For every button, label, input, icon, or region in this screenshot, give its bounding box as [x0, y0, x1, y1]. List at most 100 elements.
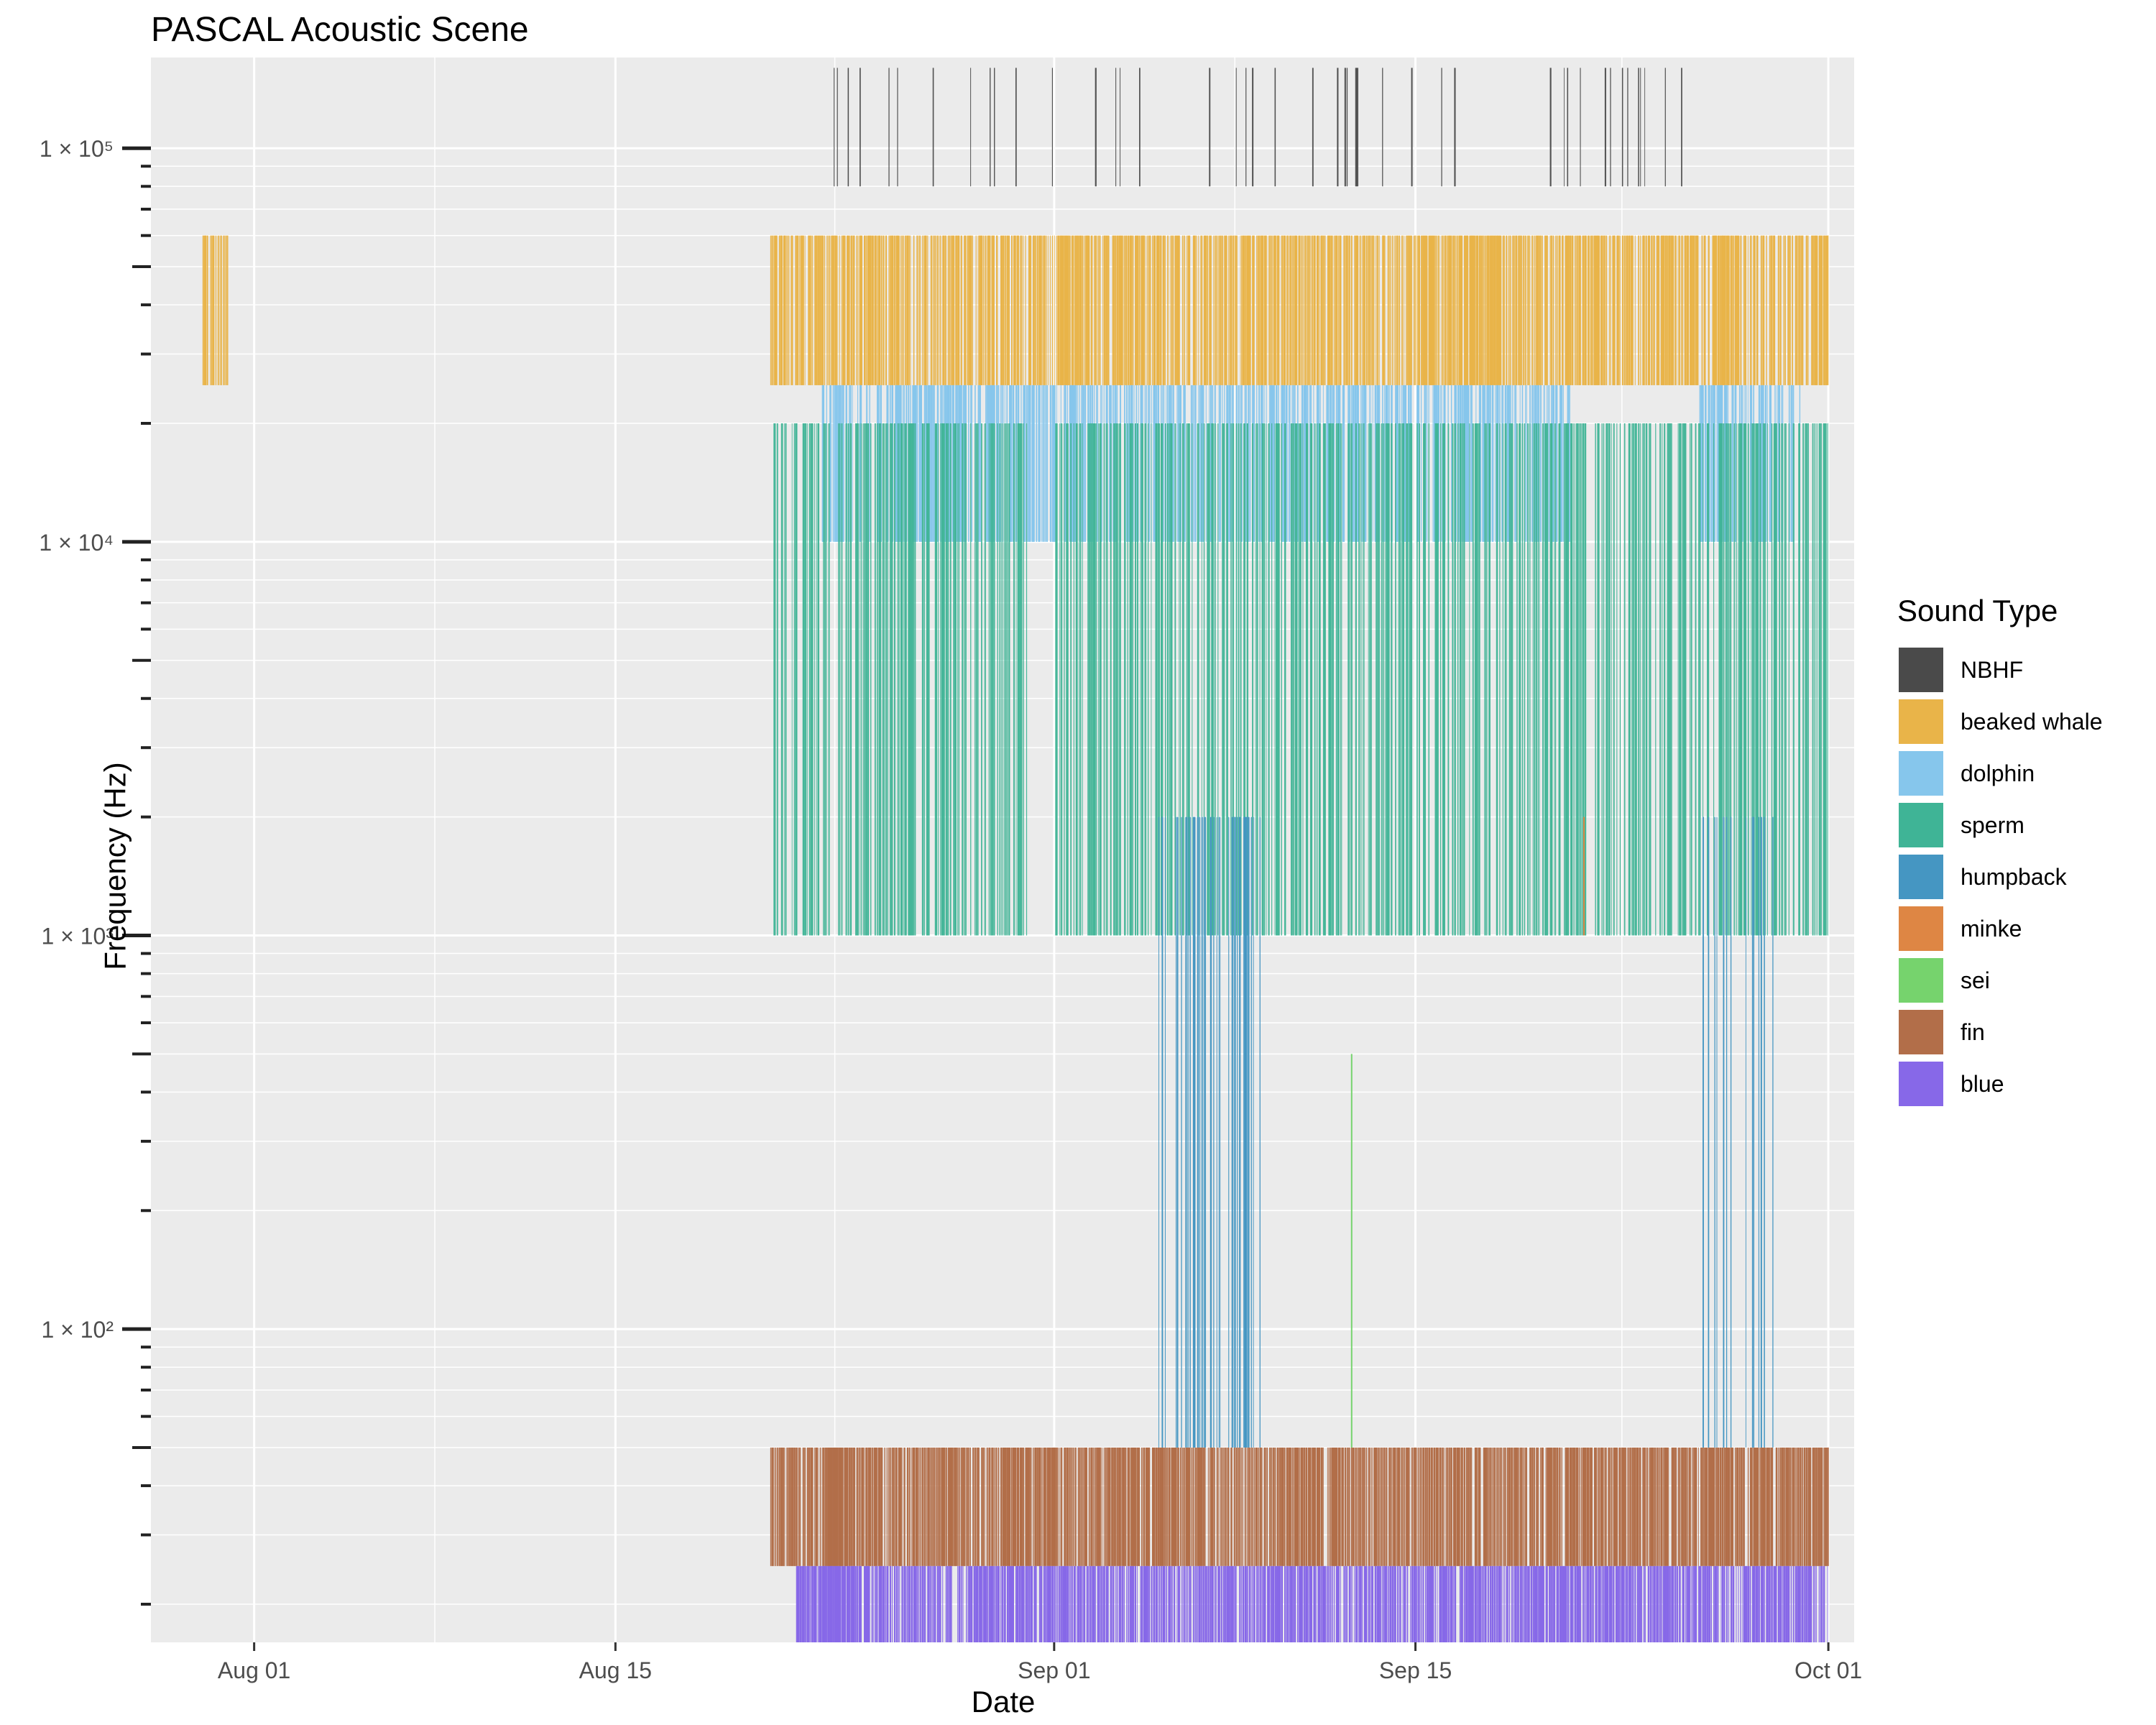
detection-bar — [1386, 1565, 1388, 1642]
detection-bar — [1610, 1447, 1611, 1566]
detection-bar — [1248, 816, 1249, 1448]
detection-bar — [1503, 235, 1505, 385]
detection-bar — [1263, 1447, 1266, 1566]
detection-bar — [1095, 235, 1097, 385]
detection-bar — [1371, 235, 1373, 385]
detection-bar — [1701, 385, 1703, 542]
detection-bar — [1690, 1447, 1691, 1566]
detection-bar — [1462, 423, 1464, 936]
detection-bar — [1434, 423, 1437, 936]
detection-bar — [1382, 68, 1383, 187]
detection-bar — [780, 423, 783, 936]
detection-bar — [1356, 68, 1358, 187]
detection-bar — [1826, 1447, 1828, 1566]
detection-bar — [1354, 1447, 1355, 1566]
legend-item: minke — [1897, 903, 2142, 954]
detection-bar — [1655, 1447, 1657, 1566]
detection-bar — [1489, 423, 1491, 936]
detection-bar — [910, 1565, 911, 1642]
detection-bar — [1311, 423, 1313, 936]
detection-bar — [1476, 423, 1478, 936]
detection-bar — [1068, 235, 1069, 385]
detection-bar — [1800, 235, 1802, 385]
detection-bar — [1225, 1447, 1227, 1566]
detection-bar — [1373, 1447, 1376, 1566]
detection-bar — [908, 423, 911, 936]
detection-bar — [958, 1565, 960, 1642]
detection-bar — [1107, 235, 1108, 385]
detection-bar — [1611, 423, 1612, 936]
detection-bar — [1590, 235, 1593, 385]
detection-bar — [1459, 235, 1461, 385]
detection-bar — [1711, 1565, 1713, 1642]
detection-bar — [1102, 235, 1104, 385]
detection-bar — [975, 235, 977, 385]
detection-bar — [970, 235, 972, 385]
detection-bar — [1339, 385, 1341, 542]
detection-bar — [865, 1565, 867, 1642]
detection-bar — [1578, 423, 1580, 936]
detection-bar — [1612, 235, 1614, 385]
detection-bar — [992, 423, 994, 936]
detection-bar — [800, 235, 802, 385]
series-beaked-whale — [202, 235, 1829, 385]
detection-bar — [1480, 1565, 1481, 1642]
detection-bar — [1762, 423, 1764, 936]
detection-bar — [811, 423, 813, 936]
detection-bar — [1815, 1447, 1818, 1566]
detection-bar — [1593, 235, 1595, 385]
detection-bar — [1010, 1447, 1013, 1566]
detection-bar — [1253, 235, 1255, 385]
detection-bar — [1519, 235, 1521, 385]
detection-bar — [1816, 1447, 1818, 1566]
detection-bar — [949, 1565, 952, 1642]
detection-bar — [957, 1565, 959, 1642]
detection-bar — [1171, 1565, 1173, 1642]
detection-bar — [1025, 385, 1026, 542]
detection-bar — [1545, 423, 1547, 936]
detection-bar — [1005, 423, 1007, 936]
detection-bar — [1268, 423, 1270, 936]
detection-bar — [1210, 385, 1212, 542]
detection-bar — [1051, 1447, 1054, 1566]
detection-bar — [1241, 385, 1243, 542]
detection-bar — [1441, 235, 1442, 385]
detection-bar — [817, 423, 819, 936]
detection-bar — [1083, 1447, 1084, 1566]
detection-bar — [1287, 1565, 1289, 1642]
detection-bar — [898, 1447, 900, 1566]
detection-bar — [1476, 235, 1478, 385]
detection-bar — [776, 423, 778, 936]
detection-bar — [936, 1565, 939, 1642]
detection-bar — [887, 1565, 889, 1642]
detection-bar — [1461, 1565, 1463, 1642]
detection-bar — [1053, 385, 1055, 542]
detection-bar — [1307, 1565, 1309, 1642]
detection-bar — [1719, 423, 1722, 936]
detection-bar — [1331, 1447, 1333, 1566]
detection-bar — [1570, 423, 1572, 936]
detection-bar — [1694, 1565, 1695, 1642]
detection-bar — [1391, 1447, 1393, 1566]
detection-bar — [1508, 235, 1510, 385]
detection-bar — [1653, 1565, 1655, 1642]
detection-bar — [1783, 235, 1784, 385]
detection-bar — [1583, 1565, 1585, 1642]
detection-bar — [1686, 235, 1688, 385]
detection-bar — [1051, 385, 1054, 542]
detection-bar — [1787, 235, 1789, 385]
detection-bar — [1098, 423, 1100, 936]
detection-bar — [1567, 235, 1569, 385]
detection-bar — [1286, 235, 1289, 385]
detection-bar — [1214, 423, 1216, 936]
detection-bar — [1744, 235, 1746, 385]
detection-bar — [1606, 1565, 1608, 1642]
detection-bar — [1354, 1565, 1355, 1642]
detection-bar — [1038, 1565, 1041, 1642]
detection-bar — [1265, 235, 1267, 385]
detection-bar — [952, 235, 954, 385]
detection-bar — [1220, 1565, 1222, 1642]
detection-bar — [1516, 423, 1518, 936]
detection-bar — [1457, 235, 1458, 385]
detection-bar — [1075, 423, 1077, 936]
